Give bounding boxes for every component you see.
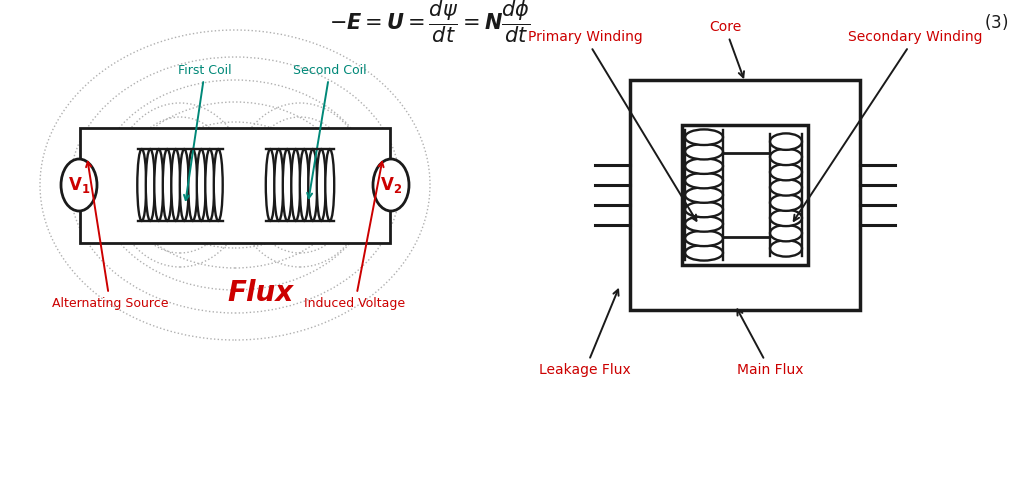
Text: Second Coil: Second Coil [293, 63, 367, 198]
Ellipse shape [373, 159, 409, 211]
Bar [80, 128, 390, 243]
Ellipse shape [291, 149, 300, 221]
Ellipse shape [171, 149, 180, 221]
Ellipse shape [163, 149, 172, 221]
Text: $\mathbf{V_2}$: $\mathbf{V_2}$ [380, 175, 402, 195]
Ellipse shape [685, 216, 723, 232]
Ellipse shape [685, 230, 723, 246]
Ellipse shape [685, 202, 723, 217]
Text: First Coil: First Coil [178, 63, 231, 200]
Ellipse shape [155, 149, 163, 221]
Ellipse shape [326, 149, 334, 221]
Ellipse shape [300, 149, 308, 221]
Ellipse shape [61, 159, 97, 211]
Text: Primary Winding: Primary Winding [527, 30, 696, 221]
Ellipse shape [685, 173, 723, 188]
Ellipse shape [266, 149, 274, 221]
Bar [685, 130, 723, 260]
Ellipse shape [197, 149, 206, 221]
Text: Leakage Flux: Leakage Flux [539, 289, 631, 377]
Ellipse shape [685, 245, 723, 261]
Ellipse shape [685, 158, 723, 174]
Bar [770, 134, 802, 256]
Text: Induced Voltage: Induced Voltage [304, 162, 406, 310]
Ellipse shape [274, 149, 284, 221]
Text: $\mathbf{V_1}$: $\mathbf{V_1}$ [68, 175, 90, 195]
Text: Alternating Source: Alternating Source [52, 162, 168, 310]
Ellipse shape [770, 210, 802, 226]
Bar [710, 153, 780, 237]
Ellipse shape [685, 187, 723, 203]
Bar [266, 149, 334, 221]
Ellipse shape [137, 149, 146, 221]
Ellipse shape [145, 149, 155, 221]
Text: $-\boldsymbol{E} = \boldsymbol{U} = \dfrac{d\psi}{dt} = \boldsymbol{N}\dfrac{d\p: $-\boldsymbol{E} = \boldsymbol{U} = \dfr… [329, 0, 530, 45]
Ellipse shape [308, 149, 317, 221]
Ellipse shape [205, 149, 214, 221]
Text: Main Flux: Main Flux [736, 309, 803, 377]
Text: Core: Core [709, 20, 744, 77]
Bar [682, 125, 808, 265]
Ellipse shape [770, 164, 802, 180]
Ellipse shape [770, 194, 802, 211]
Text: Secondary Winding: Secondary Winding [794, 30, 982, 221]
Text: $(3)$: $(3)$ [984, 12, 1008, 32]
Ellipse shape [770, 179, 802, 196]
Bar [630, 80, 860, 310]
Ellipse shape [770, 149, 802, 165]
Ellipse shape [283, 149, 292, 221]
Ellipse shape [214, 149, 222, 221]
Ellipse shape [188, 149, 198, 221]
Ellipse shape [180, 149, 188, 221]
Ellipse shape [685, 130, 723, 145]
Text: Flux: Flux [227, 279, 293, 307]
Ellipse shape [770, 225, 802, 241]
Ellipse shape [770, 240, 802, 257]
Ellipse shape [316, 149, 326, 221]
Ellipse shape [685, 144, 723, 159]
Bar [137, 149, 222, 221]
Ellipse shape [770, 133, 802, 150]
